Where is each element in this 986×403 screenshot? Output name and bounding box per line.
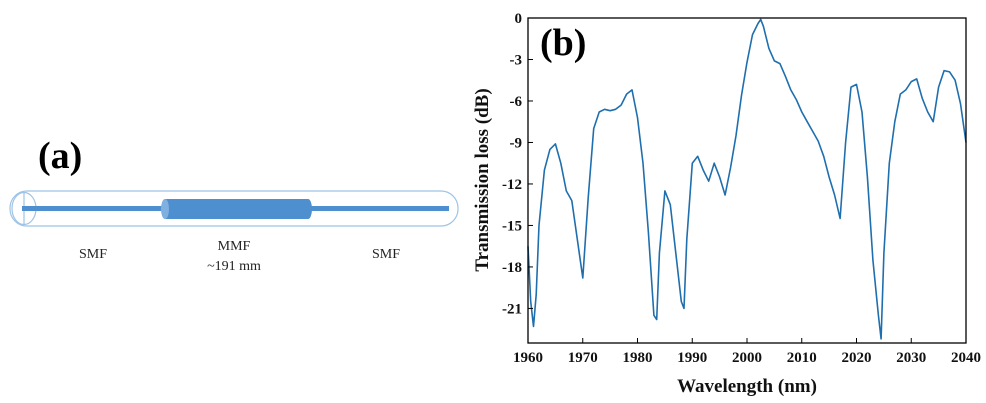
fiber-diagram: (a) SMF MMF ~191 mm SMF [9,135,459,274]
y-tick-label: 0 [515,11,523,27]
y-tick-label: -15 [502,218,522,234]
left-smf-core [22,206,162,211]
x-tick-label: 2000 [732,350,762,366]
y-axis: 0 -3 -6 -9 -12 -15 -18 -21 [502,11,533,317]
panel-b-chart: 1960 1970 1980 1990 2000 2010 2020 2030 2040 0 -3… [470,0,986,398]
series-line-1 [527,18,967,340]
x-tick-label: 2030 [896,350,926,366]
mmf-left-end [161,199,169,219]
right-smf-label: SMF [372,247,400,262]
mmf-section [165,199,308,219]
transmission-chart: 1960 1970 1980 1990 2000 2010 2020 2030 2040 0 -3… [472,11,981,397]
panel-a-letter: (a) [38,135,82,177]
x-tick-label: 1960 [513,350,543,366]
mmf-right-end [304,199,312,219]
mmf-label: MMF [218,239,251,254]
y-tick-label: -12 [502,177,522,193]
left-smf-label: SMF [79,247,107,262]
y-tick-label: -18 [502,260,522,276]
panel-a-diagram: (a) SMF MMF ~191 mm SMF [0,0,470,398]
x-tick-label: 1990 [677,350,707,366]
x-axis: 1960 1970 1980 1990 2000 2010 2020 2030 2040 [513,338,981,366]
x-tick-label: 1970 [568,350,598,366]
y-tick-label: -9 [510,135,523,151]
plot-area [527,18,967,340]
panel-b-letter: (b) [540,22,586,64]
y-axis-title: Transmission loss (dB) [472,88,493,271]
x-tick-label: 2020 [842,350,872,366]
y-tick-label: -6 [510,94,523,110]
x-tick-label: 2010 [787,350,817,366]
y-tick-label: -21 [502,301,522,317]
fiber-outline [9,190,459,227]
mmf-length-label: ~191 mm [207,259,261,274]
y-tick-label: -3 [510,52,523,68]
x-tick-label: 1980 [623,350,653,366]
x-axis-title: Wavelength (nm) [677,376,817,397]
right-smf-core [306,206,449,211]
x-tick-label: 2040 [951,350,981,366]
